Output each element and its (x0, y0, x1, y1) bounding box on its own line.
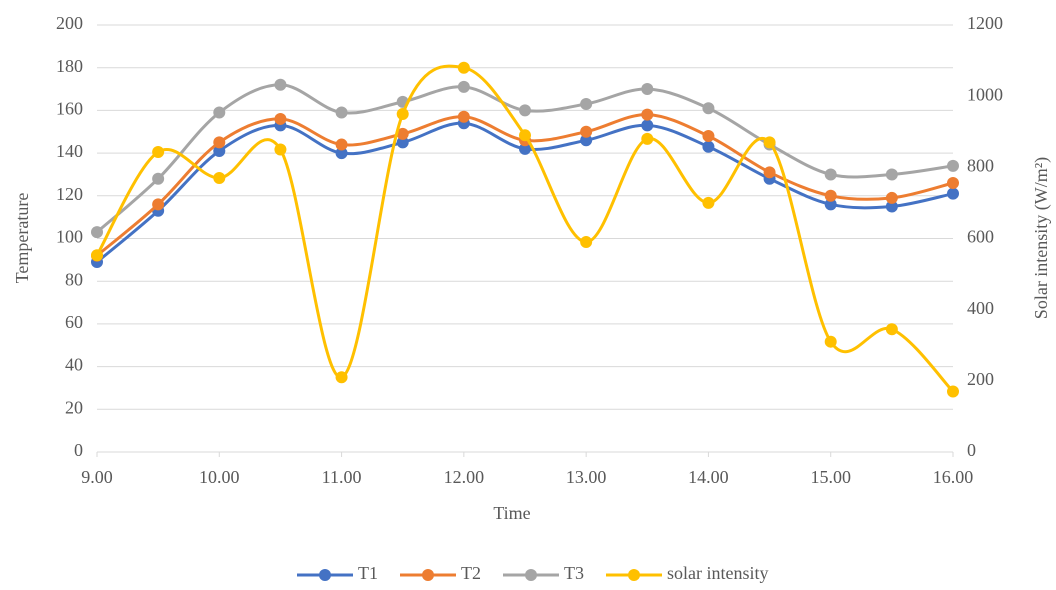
y-tick-label: 60 (65, 312, 83, 332)
data-point (213, 107, 225, 119)
data-point (580, 236, 592, 248)
y-tick-label: 180 (56, 56, 83, 76)
legend-label: T2 (461, 563, 481, 583)
x-tick-label: 9.00 (81, 467, 113, 487)
data-point (274, 79, 286, 91)
data-point (702, 197, 714, 209)
y-tick-label: 100 (56, 227, 83, 247)
y2-tick-label: 1200 (967, 13, 1003, 33)
data-point (580, 126, 592, 138)
y2-tick-label: 600 (967, 227, 994, 247)
x-tick-label: 13.00 (566, 467, 607, 487)
y-tick-label: 80 (65, 269, 83, 289)
legend-marker (525, 569, 537, 581)
data-point (641, 109, 653, 121)
x-tick-label: 11.00 (322, 467, 362, 487)
data-point (458, 62, 470, 74)
x-axis-label: Time (493, 503, 530, 523)
data-point (274, 113, 286, 125)
legend-marker (422, 569, 434, 581)
data-point (519, 129, 531, 141)
data-point (947, 188, 959, 200)
y-axis-label: Temperature (12, 193, 32, 284)
legend-label: T1 (358, 563, 378, 583)
data-point (641, 133, 653, 145)
y-tick-label: 160 (56, 99, 83, 119)
data-point (152, 146, 164, 158)
data-point (702, 141, 714, 153)
y2-tick-label: 200 (967, 369, 994, 389)
legend-marker (628, 569, 640, 581)
data-point (336, 107, 348, 119)
data-point (886, 323, 898, 335)
legend-marker (319, 569, 331, 581)
data-point (825, 168, 837, 180)
data-point (213, 172, 225, 184)
chart: Time Temperature Solar intensity (W/m²) … (0, 0, 1056, 590)
y-tick-label: 20 (65, 397, 83, 417)
data-point (91, 226, 103, 238)
y-tick-label: 140 (56, 141, 83, 161)
data-point (91, 249, 103, 261)
data-point (825, 190, 837, 202)
data-point (947, 386, 959, 398)
legend-label: solar intensity (667, 563, 769, 583)
data-point (458, 81, 470, 93)
x-tick-label: 15.00 (810, 467, 851, 487)
data-point (213, 136, 225, 148)
y-tick-label: 0 (74, 440, 83, 460)
x-tick-label: 14.00 (688, 467, 729, 487)
data-point (580, 98, 592, 110)
data-point (886, 192, 898, 204)
x-tick-label: 12.00 (444, 467, 485, 487)
data-point (336, 371, 348, 383)
y2-tick-label: 1000 (967, 84, 1003, 104)
y-tick-label: 40 (65, 355, 83, 375)
data-point (764, 166, 776, 178)
data-point (519, 104, 531, 116)
x-tick-label: 16.00 (933, 467, 974, 487)
legend-label: T3 (564, 563, 584, 583)
data-point (702, 102, 714, 114)
data-point (886, 168, 898, 180)
data-point (947, 177, 959, 189)
data-point (641, 83, 653, 95)
data-point (274, 144, 286, 156)
data-point (152, 173, 164, 185)
data-point (702, 130, 714, 142)
data-point (947, 160, 959, 172)
y-tick-label: 120 (56, 184, 83, 204)
y-tick-label: 200 (56, 13, 83, 33)
data-point (336, 139, 348, 151)
data-point (764, 136, 776, 148)
y2-tick-label: 400 (967, 298, 994, 318)
y2-tick-label: 0 (967, 440, 976, 460)
data-point (458, 111, 470, 123)
data-point (641, 119, 653, 131)
y2-tick-label: 800 (967, 155, 994, 175)
data-point (825, 336, 837, 348)
y2-axis-label: Solar intensity (W/m²) (1031, 157, 1052, 319)
x-tick-label: 10.00 (199, 467, 240, 487)
data-point (152, 198, 164, 210)
data-point (397, 108, 409, 120)
